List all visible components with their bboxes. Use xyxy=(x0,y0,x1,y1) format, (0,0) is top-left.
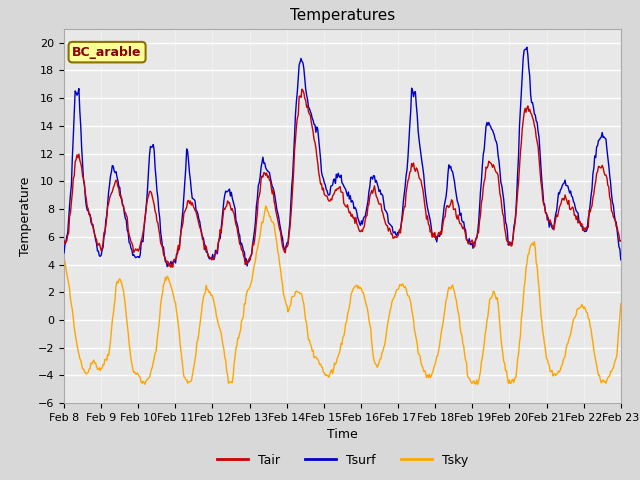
Tsurf xyxy=(389,229,397,235)
Tsky xyxy=(617,301,625,307)
Tsky xyxy=(262,203,269,209)
Text: BC_arable: BC_arable xyxy=(72,46,142,59)
Line: Tsurf: Tsurf xyxy=(64,47,621,266)
Tair xyxy=(167,264,175,270)
Tair xyxy=(390,235,398,241)
Tsurf xyxy=(433,239,440,245)
Tsurf xyxy=(523,44,531,50)
Line: Tair: Tair xyxy=(64,89,621,267)
Tsky xyxy=(204,287,211,292)
Tair xyxy=(481,175,489,180)
Tsky xyxy=(389,296,397,302)
Tsurf xyxy=(313,124,321,130)
Tsky xyxy=(159,290,166,296)
Tair xyxy=(617,238,625,244)
Tsurf xyxy=(159,244,166,250)
Tair xyxy=(159,244,166,250)
Tsky xyxy=(481,332,489,337)
Y-axis label: Temperature: Temperature xyxy=(19,176,32,256)
Title: Temperatures: Temperatures xyxy=(290,9,395,24)
Tair xyxy=(434,233,442,239)
Tsky xyxy=(474,382,481,387)
Tsurf xyxy=(163,264,171,269)
Tsurf xyxy=(60,250,68,256)
Tsurf xyxy=(204,253,212,259)
Tsurf xyxy=(617,257,625,263)
Tsurf xyxy=(480,147,488,153)
Tair xyxy=(298,86,306,92)
Tsky xyxy=(313,356,321,361)
Legend: Tair, Tsurf, Tsky: Tair, Tsurf, Tsky xyxy=(212,449,473,472)
Tair xyxy=(314,160,322,166)
X-axis label: Time: Time xyxy=(327,429,358,442)
Tsky xyxy=(433,354,440,360)
Line: Tsky: Tsky xyxy=(64,206,621,384)
Tair xyxy=(204,252,212,258)
Tair xyxy=(60,238,68,243)
Tsky xyxy=(60,255,68,261)
